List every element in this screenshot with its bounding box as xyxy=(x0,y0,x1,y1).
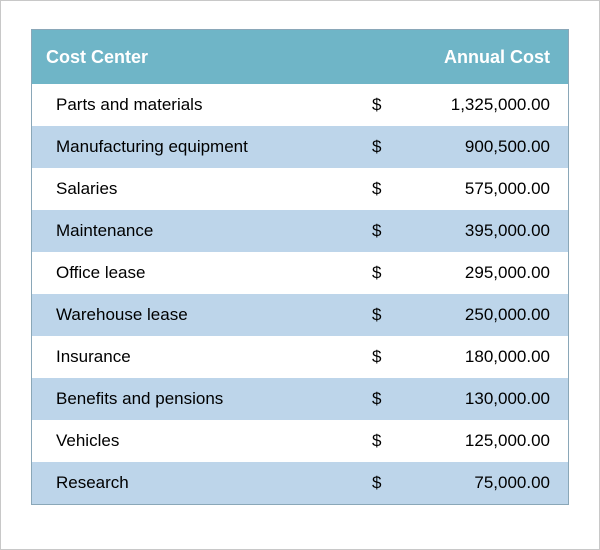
annual-cost-value: 395,000.00 xyxy=(400,221,550,241)
annual-cost-value: 125,000.00 xyxy=(400,431,550,451)
cost-table: Cost Center Annual Cost Parts and materi… xyxy=(31,29,569,505)
cost-center-name: Office lease xyxy=(56,263,372,283)
currency-symbol: $ xyxy=(372,305,400,325)
currency-symbol: $ xyxy=(372,221,400,241)
cost-center-name: Vehicles xyxy=(56,431,372,451)
annual-cost-value: 900,500.00 xyxy=(400,137,550,157)
table-header-row: Cost Center Annual Cost xyxy=(32,30,568,84)
currency-symbol: $ xyxy=(372,95,400,115)
column-header-cost-center: Cost Center xyxy=(46,47,444,68)
currency-symbol: $ xyxy=(372,179,400,199)
annual-cost-value: 180,000.00 xyxy=(400,347,550,367)
table-body: Parts and materials$1,325,000.00Manufact… xyxy=(32,84,568,504)
cost-center-name: Manufacturing equipment xyxy=(56,137,372,157)
currency-symbol: $ xyxy=(372,347,400,367)
table-row: Vehicles$125,000.00 xyxy=(32,420,568,462)
currency-symbol: $ xyxy=(372,473,400,493)
table-row: Benefits and pensions$130,000.00 xyxy=(32,378,568,420)
table-row: Office lease$295,000.00 xyxy=(32,252,568,294)
annual-cost-value: 295,000.00 xyxy=(400,263,550,283)
currency-symbol: $ xyxy=(372,389,400,409)
currency-symbol: $ xyxy=(372,137,400,157)
currency-symbol: $ xyxy=(372,431,400,451)
cost-center-name: Salaries xyxy=(56,179,372,199)
table-row: Salaries$575,000.00 xyxy=(32,168,568,210)
cost-center-name: Insurance xyxy=(56,347,372,367)
cost-center-name: Maintenance xyxy=(56,221,372,241)
annual-cost-value: 130,000.00 xyxy=(400,389,550,409)
cost-center-name: Warehouse lease xyxy=(56,305,372,325)
column-header-annual-cost: Annual Cost xyxy=(444,47,550,68)
table-row: Parts and materials$1,325,000.00 xyxy=(32,84,568,126)
annual-cost-value: 575,000.00 xyxy=(400,179,550,199)
table-row: Insurance$180,000.00 xyxy=(32,336,568,378)
currency-symbol: $ xyxy=(372,263,400,283)
cost-center-name: Research xyxy=(56,473,372,493)
page-frame: Cost Center Annual Cost Parts and materi… xyxy=(0,0,600,550)
cost-center-name: Parts and materials xyxy=(56,95,372,115)
table-row: Manufacturing equipment$900,500.00 xyxy=(32,126,568,168)
annual-cost-value: 75,000.00 xyxy=(400,473,550,493)
table-row: Warehouse lease$250,000.00 xyxy=(32,294,568,336)
cost-center-name: Benefits and pensions xyxy=(56,389,372,409)
table-row: Maintenance$395,000.00 xyxy=(32,210,568,252)
table-row: Research$75,000.00 xyxy=(32,462,568,504)
annual-cost-value: 1,325,000.00 xyxy=(400,95,550,115)
annual-cost-value: 250,000.00 xyxy=(400,305,550,325)
